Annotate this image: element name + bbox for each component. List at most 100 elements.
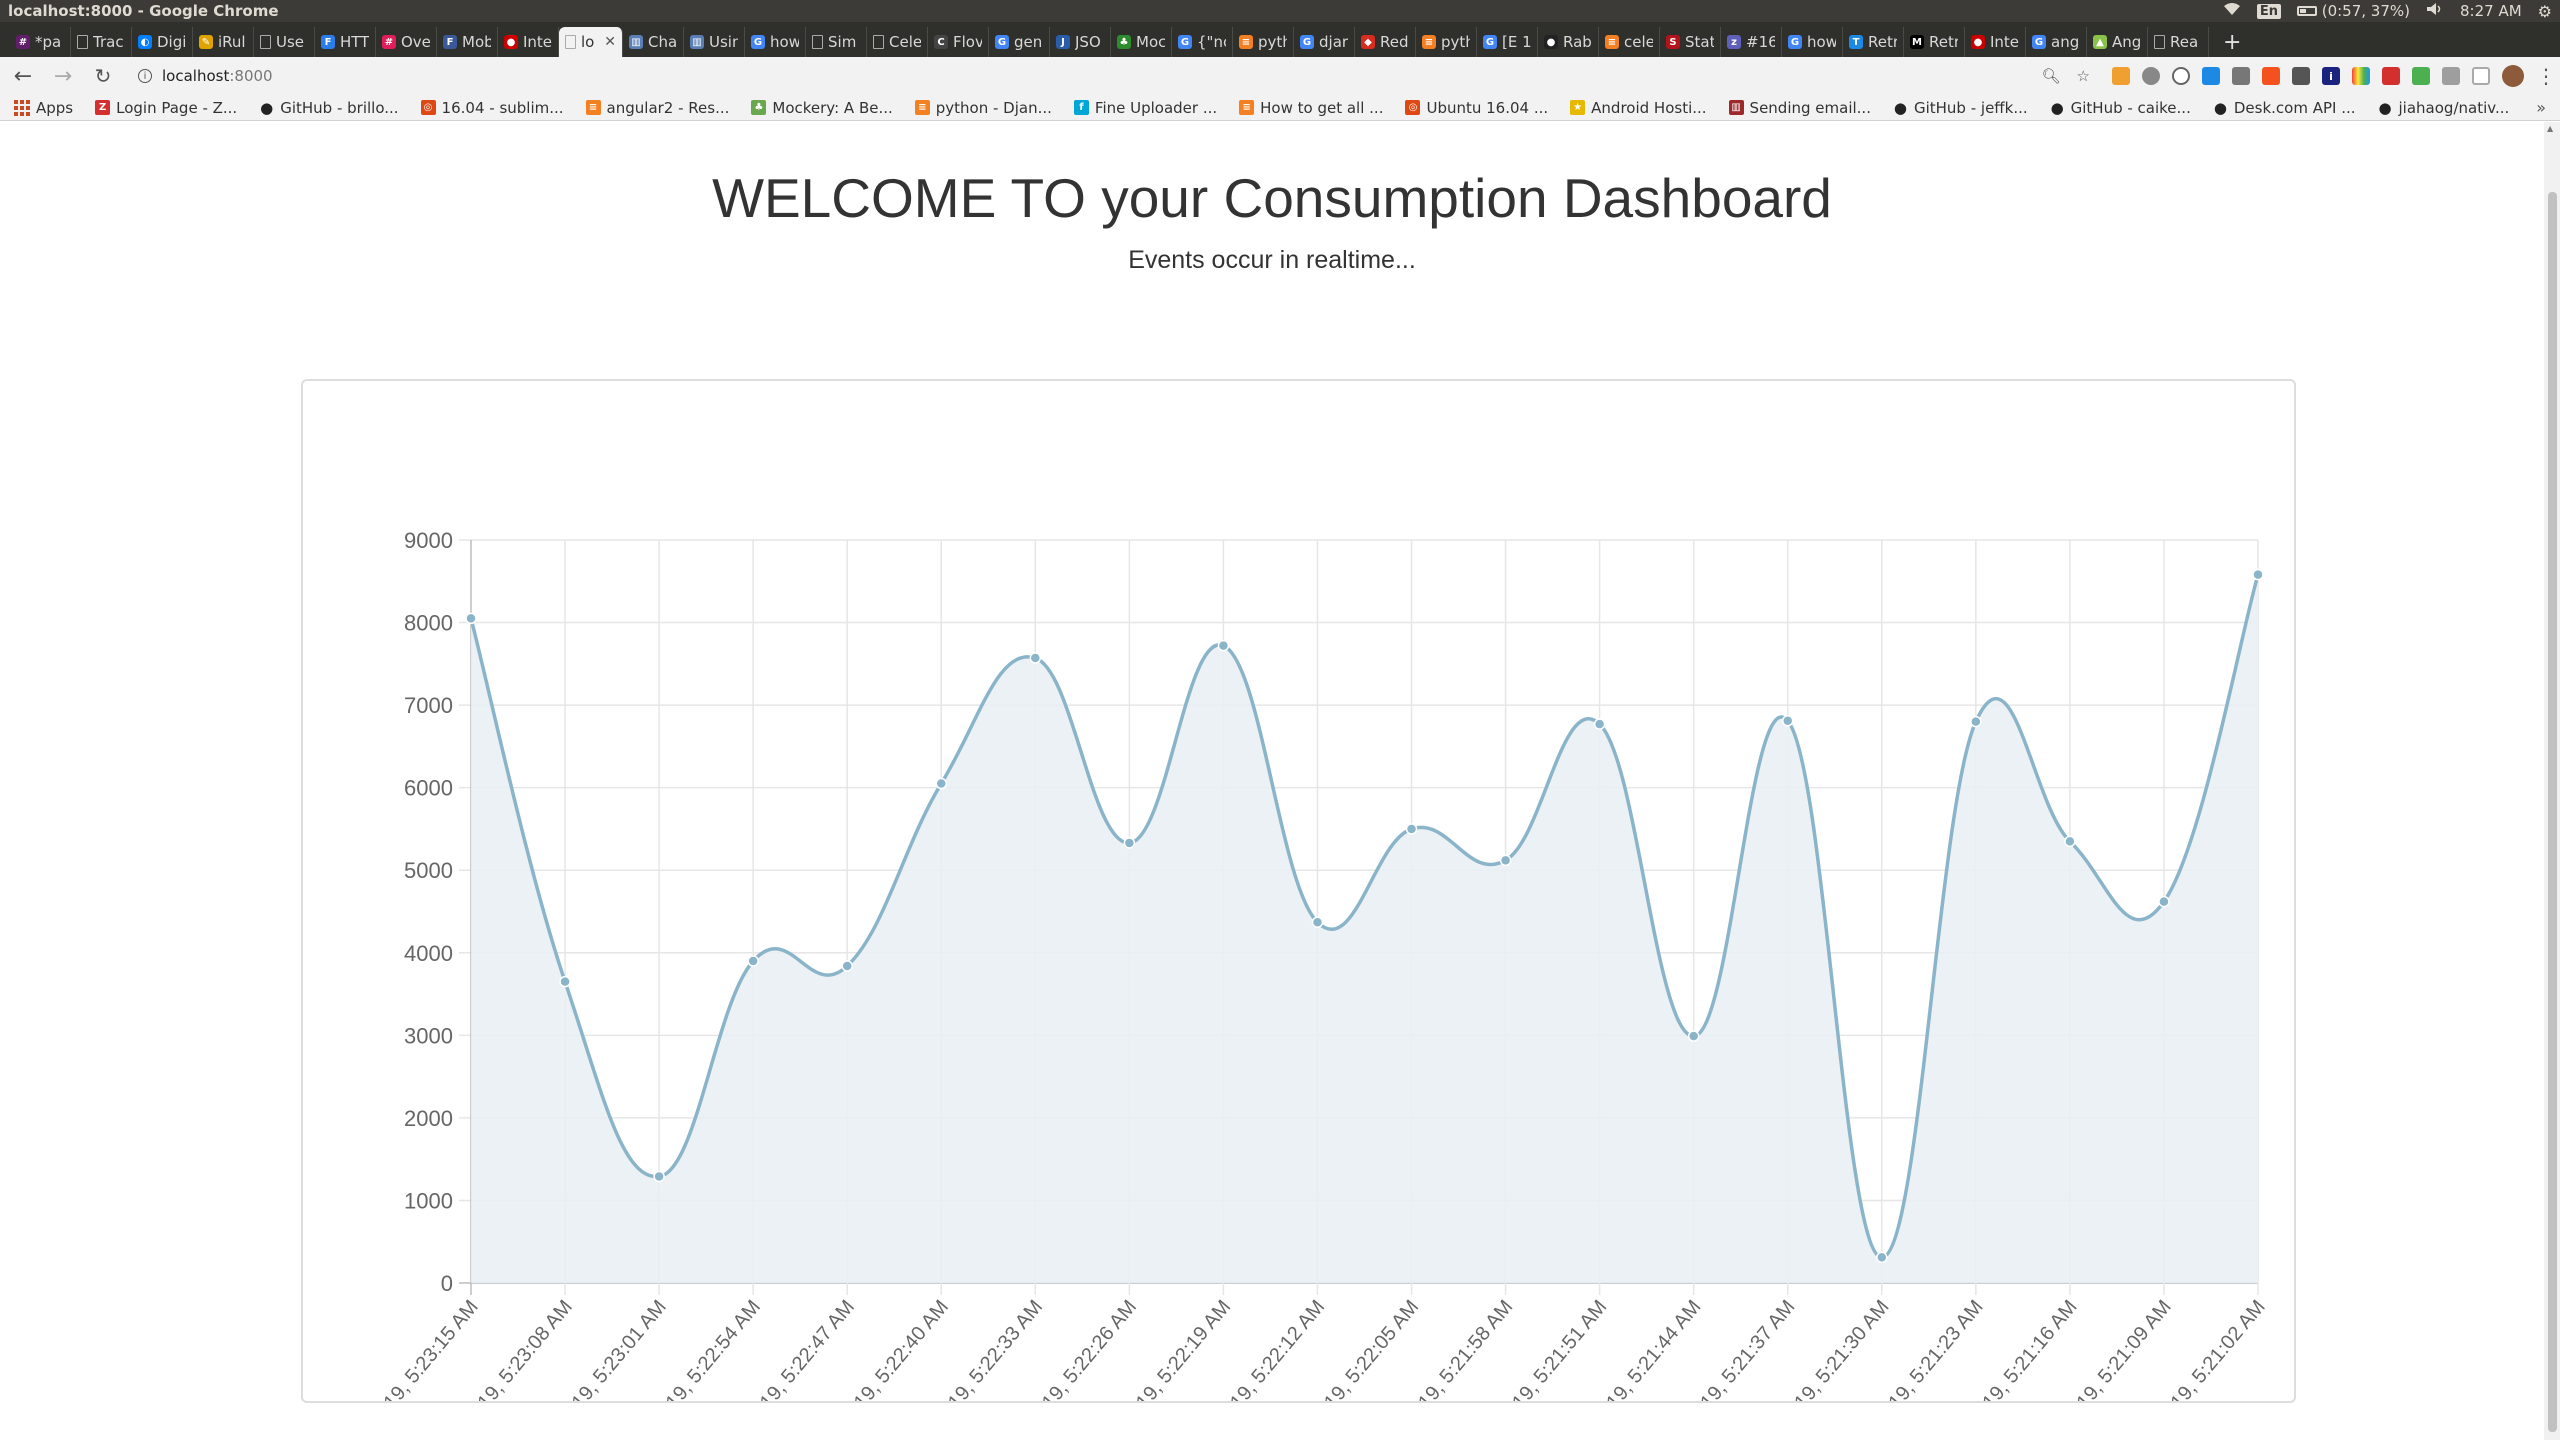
extension-fire-icon[interactable]: [2262, 67, 2280, 85]
extension-filter-icon[interactable]: [2442, 67, 2460, 85]
new-tab-button[interactable]: +: [2209, 27, 2255, 57]
bookmark-item-1[interactable]: ● GitHub - brillo...: [259, 99, 398, 117]
google-icon: G: [2032, 35, 2046, 49]
extension-outline-icon[interactable]: [2472, 67, 2490, 85]
tab-35[interactable]: Rea: [2148, 27, 2209, 57]
page-scrollbar[interactable]: ▲: [2544, 122, 2560, 1440]
tab-27[interactable]: S Stat: [1660, 27, 1721, 57]
extension-gray2-icon[interactable]: [2232, 67, 2250, 85]
tab-15[interactable]: C Flov: [928, 27, 989, 57]
tab-13[interactable]: Sim: [806, 27, 867, 57]
tab-6[interactable]: # Ove: [376, 27, 437, 57]
bookmark-item-9[interactable]: ★ Android Hosti...: [1570, 99, 1706, 117]
medium-icon: M: [1910, 35, 1924, 49]
data-point: [1595, 719, 1605, 729]
tab-30[interactable]: T Retr: [1843, 27, 1904, 57]
tab-close-icon[interactable]: ✕: [604, 34, 616, 50]
extension-circle-icon[interactable]: [2172, 67, 2190, 85]
zenhub-icon: z: [1727, 35, 1741, 49]
forward-arrow-icon[interactable]: →: [50, 64, 76, 89]
tab-19[interactable]: G {"nc: [1172, 27, 1233, 57]
tab-34[interactable]: ▲ Ang: [2087, 27, 2148, 57]
tab-17[interactable]: J JSO: [1050, 27, 1111, 57]
tab-3[interactable]: ✎ iRul: [193, 27, 254, 57]
bookmark-item-2[interactable]: ◎ 16.04 - sublim...: [421, 99, 564, 117]
settings-gear-icon[interactable]: ⚙: [2538, 2, 2552, 21]
tab-5[interactable]: F HTTI: [315, 27, 376, 57]
bookmark-apps[interactable]: Apps: [14, 99, 73, 117]
wifi-icon[interactable]: [2223, 2, 2241, 20]
data-point: [1501, 855, 1511, 865]
keyboard-language-indicator[interactable]: En: [2257, 4, 2281, 19]
address-bar[interactable]: i localhost:8000 🔍︎ ☆: [130, 61, 2098, 91]
data-point: [1877, 1252, 1887, 1262]
extension-orange-icon[interactable]: [2112, 67, 2130, 85]
bookmark-item-3[interactable]: ≡ angular2 - Res...: [586, 99, 730, 117]
tab-label: Rea: [2170, 33, 2198, 51]
tab-11[interactable]: ▥ Usin: [684, 27, 745, 57]
scroll-up-arrow-icon[interactable]: ▲: [2547, 124, 2553, 133]
tab-label: iRul: [218, 33, 246, 51]
bookmark-item-12[interactable]: ● GitHub - caike...: [2050, 99, 2191, 117]
extension-gray-icon[interactable]: [2142, 67, 2160, 85]
tab-10[interactable]: ▥ Cha: [623, 27, 684, 57]
battery-indicator[interactable]: (0:57, 37%): [2297, 2, 2410, 20]
bookmark-item-5[interactable]: ≡ python - Djan...: [915, 99, 1052, 117]
profile-avatar[interactable]: [2502, 65, 2524, 87]
tab-18[interactable]: ♣ Moc: [1111, 27, 1172, 57]
site-info-icon[interactable]: i: [138, 69, 152, 83]
clock[interactable]: 8:27 AM: [2460, 2, 2522, 20]
tab-0[interactable]: # *pa: [10, 27, 71, 57]
scrollbar-thumb[interactable]: [2548, 192, 2557, 1432]
tab-4[interactable]: Use: [254, 27, 315, 57]
google-icon: G: [995, 35, 1009, 49]
chrome-menu-icon[interactable]: ⋮: [2536, 64, 2550, 88]
tab-7[interactable]: F Mob: [437, 27, 498, 57]
tab-31[interactable]: M Retr: [1904, 27, 1965, 57]
bookmark-item-13[interactable]: ● Desk.com API ...: [2213, 99, 2356, 117]
bookmark-item-0[interactable]: Z Login Page - Z...: [95, 99, 237, 117]
extension-multicolor-icon[interactable]: [2352, 67, 2370, 85]
bookmark-item-10[interactable]: ▥ Sending email...: [1729, 99, 1871, 117]
tab-28[interactable]: z #16: [1721, 27, 1782, 57]
tab-26[interactable]: ≡ cele: [1599, 27, 1660, 57]
extension-blue-icon[interactable]: [2202, 67, 2220, 85]
data-point: [2065, 836, 2075, 846]
tab-8[interactable]: ● Inte: [498, 27, 559, 57]
tab-20[interactable]: ≡ pyth: [1233, 27, 1294, 57]
bookmark-item-14[interactable]: ● jiahaog/nativ...: [2378, 99, 2510, 117]
y-tick-label: 2000: [404, 1106, 453, 1131]
tab-label: how: [770, 33, 799, 51]
zoom-icon[interactable]: 🔍︎: [2042, 67, 2061, 85]
tab-9[interactable]: lo ✕: [559, 27, 623, 57]
tab-14[interactable]: Cele: [867, 27, 928, 57]
tab-32[interactable]: ● Inte: [1965, 27, 2026, 57]
extension-red-icon[interactable]: [2382, 67, 2400, 85]
bookmark-item-7[interactable]: ≡ How to get all ...: [1239, 99, 1383, 117]
back-arrow-icon[interactable]: ←: [10, 64, 36, 89]
tab-24[interactable]: G [E 1: [1477, 27, 1538, 57]
bookmark-item-4[interactable]: ♣ Mockery: A Be...: [751, 99, 892, 117]
bookmark-item-11[interactable]: ● GitHub - jeffk...: [1893, 99, 2028, 117]
bookmarks-overflow-icon[interactable]: »: [2536, 98, 2546, 117]
tab-25[interactable]: ● Rab: [1538, 27, 1599, 57]
extension-navy-icon[interactable]: i: [2322, 67, 2340, 85]
bookmark-item-6[interactable]: f Fine Uploader ...: [1074, 99, 1217, 117]
volume-icon[interactable]: [2426, 2, 2444, 20]
tab-label: Stat: [1685, 33, 1714, 51]
tab-1[interactable]: Trac: [71, 27, 132, 57]
bookmark-item-8[interactable]: ◎ Ubuntu 16.04 ...: [1405, 99, 1548, 117]
reload-icon[interactable]: ↻: [90, 64, 116, 88]
extension-box-icon[interactable]: [2292, 67, 2310, 85]
tab-23[interactable]: ≡ pyth: [1416, 27, 1477, 57]
extension-triangle-icon[interactable]: [2412, 67, 2430, 85]
bookmark-star-icon[interactable]: ☆: [2077, 67, 2090, 85]
redhat-icon: ●: [504, 35, 518, 49]
tab-22[interactable]: ◆ Red: [1355, 27, 1416, 57]
tab-2[interactable]: ◐ Digi: [132, 27, 193, 57]
